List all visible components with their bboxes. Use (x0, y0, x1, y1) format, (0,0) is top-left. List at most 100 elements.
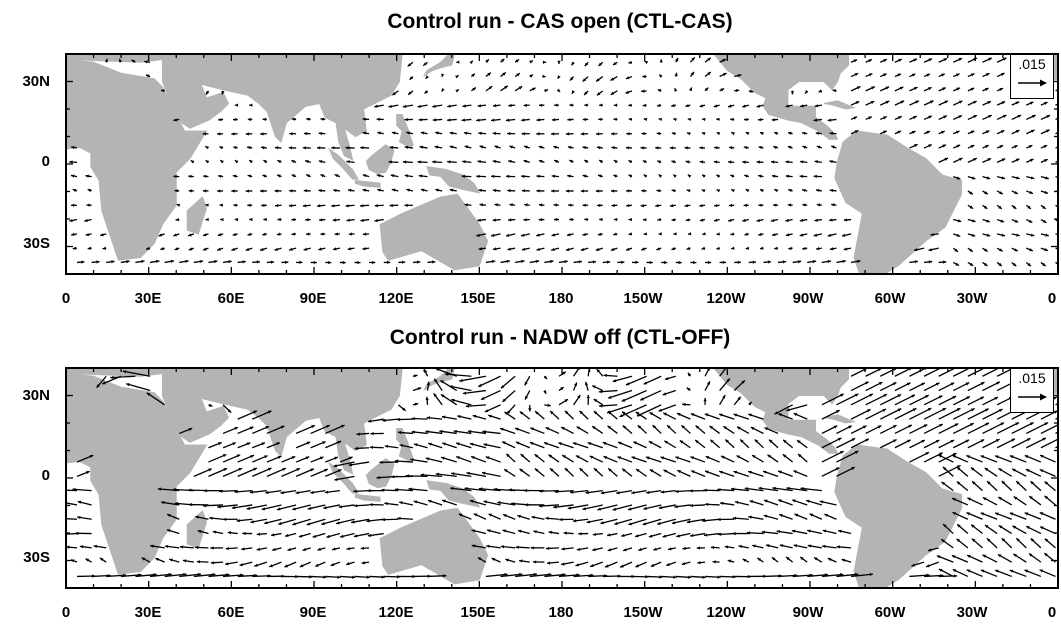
land-new-guinea (426, 480, 481, 508)
vector-arrowhead (538, 103, 543, 107)
vector-arrowhead (539, 489, 543, 493)
vector-arrowhead (816, 246, 820, 251)
vector-arrowhead (935, 382, 940, 386)
vector-arrowhead (957, 524, 961, 528)
vector-arrowhead (263, 160, 267, 164)
vector-arrowhead (577, 394, 581, 399)
vector-arrowhead (434, 378, 438, 383)
vector-arrowhead (868, 59, 872, 63)
vector-arrowhead (611, 132, 615, 136)
vector-arrowhead (262, 232, 266, 236)
vector-arrowhead (643, 506, 647, 510)
vector-arrowhead (362, 232, 367, 236)
vector-arrowhead (578, 260, 582, 264)
vector-arrowhead (411, 430, 416, 434)
vector-arrowhead (686, 189, 691, 193)
vector-arrowhead (360, 218, 364, 222)
vector-arrowhead (306, 232, 310, 236)
vector-arrowhead (1012, 205, 1017, 209)
vector-arrow (836, 573, 859, 578)
vector-arrowhead (506, 259, 510, 264)
vector-arrowhead (702, 232, 706, 236)
vector-arrowhead (536, 247, 541, 251)
vector-arrow (612, 504, 633, 511)
vector-arrowhead (478, 131, 482, 135)
vector-arrowhead (247, 203, 251, 207)
vector-arrowhead (913, 87, 918, 91)
vector-arrowhead (267, 467, 272, 471)
vector-arrowhead (305, 160, 309, 164)
vector-arrowhead (799, 174, 803, 178)
vector-arrowhead (942, 466, 947, 471)
vector-arrowhead (621, 411, 626, 415)
vector-arrowhead (160, 246, 164, 251)
vector-arrowhead (576, 547, 581, 551)
vector-arrowhead (658, 174, 663, 178)
vector-arrowhead (506, 453, 510, 458)
vector-arrowhead (793, 544, 798, 548)
vector-arrowhead (161, 89, 165, 93)
vector-arrowhead (938, 395, 943, 399)
vector-arrowhead (752, 544, 756, 548)
vector-arrowhead (738, 544, 742, 549)
vector-arrowhead (196, 560, 201, 564)
vector-arrowhead (607, 411, 612, 415)
vector-arrowhead (455, 89, 459, 93)
vector-arrowhead (605, 564, 609, 568)
vector-arrowhead (1000, 219, 1005, 223)
vector-arrowhead (650, 563, 655, 567)
vector-arrowhead (829, 247, 834, 251)
vector-arrowhead (842, 259, 846, 264)
vector-arrow (334, 475, 355, 481)
vector-arrowhead (666, 562, 670, 567)
vector-arrowhead (316, 204, 321, 208)
vector-arrowhead (736, 455, 741, 459)
vector-arrowhead (806, 499, 810, 503)
vector-arrowhead (641, 247, 645, 251)
vector-arrowhead (702, 174, 706, 178)
vector-arrowhead (504, 85, 508, 89)
vector-arrowhead (277, 160, 281, 164)
vector-arrowhead (707, 260, 712, 265)
vector-arrowhead (270, 260, 275, 264)
vector-arrowhead (220, 160, 224, 164)
vector-arrowhead (685, 104, 689, 108)
vector-arrowhead (441, 88, 445, 92)
vector-arrowhead (862, 425, 867, 429)
vector-arrowhead (617, 441, 622, 445)
vector-arrowhead (582, 174, 587, 178)
vector-arrowhead (973, 115, 977, 119)
vector-arrowhead (432, 104, 436, 108)
vector-arrowhead (626, 203, 630, 208)
land-sumatra (327, 147, 359, 180)
vector-arrowhead (205, 91, 210, 95)
vector-arrowhead (644, 61, 649, 65)
vector-arrow (122, 370, 151, 377)
vector-arrowhead (608, 395, 612, 399)
x-label: 120E (378, 604, 414, 621)
vector-arrowhead (126, 383, 130, 387)
vector-arrowhead (856, 86, 861, 90)
vector-arrowhead (741, 380, 745, 384)
vector-arrowhead (402, 407, 406, 411)
vector-arrowhead (837, 437, 842, 441)
vector-arrowhead (303, 189, 308, 193)
vector-arrowhead (635, 260, 639, 265)
vector-arrowhead (699, 104, 704, 108)
vector-arrowhead (362, 174, 367, 178)
vector-arrowhead (1024, 455, 1029, 459)
vector-arrowhead (246, 442, 251, 446)
vector-arrowhead (214, 259, 218, 264)
vector-arrowhead (598, 62, 602, 66)
vector-arrowhead (245, 132, 250, 136)
vector-arrowhead (449, 145, 454, 149)
vector-arrowhead (633, 441, 637, 445)
vector-arrowhead (793, 470, 797, 474)
vector-arrowhead (965, 439, 970, 443)
vector-arrowhead (655, 146, 659, 150)
vector-arrowhead (778, 470, 782, 474)
vector-arrowhead (441, 415, 446, 419)
vector-arrowhead (477, 159, 481, 164)
vector-arrowhead (212, 530, 217, 534)
vector-arrowhead (264, 455, 268, 459)
